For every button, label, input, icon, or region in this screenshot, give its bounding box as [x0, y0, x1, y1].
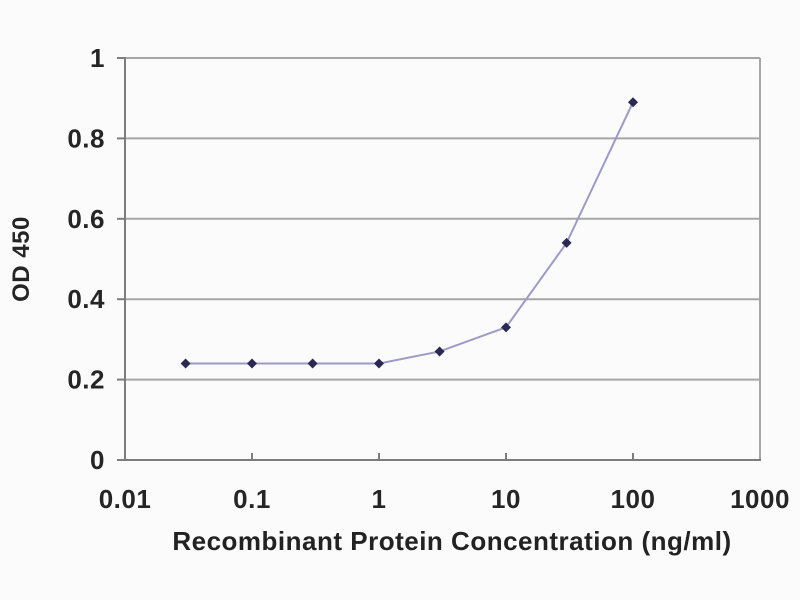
y-tick-label: 1: [90, 43, 105, 73]
data-point-marker: [501, 322, 511, 333]
y-tick-label: 0.4: [67, 284, 105, 314]
x-tick-label: 100: [611, 484, 656, 514]
data-point-marker: [374, 358, 384, 369]
x-tick-label: 10: [491, 484, 521, 514]
x-tick-label: 1: [372, 484, 387, 514]
y-axis-title: OD 450: [8, 216, 35, 302]
y-tick-label: 0: [90, 445, 105, 475]
y-tick-label: 0.8: [67, 123, 105, 153]
x-tick-label: 1000: [730, 484, 790, 514]
x-tick-label: 0.01: [99, 484, 152, 514]
data-point-marker: [307, 358, 318, 369]
x-tick-label: 0.1: [233, 484, 271, 514]
data-point-marker: [247, 358, 257, 369]
y-tick-label: 0.6: [67, 204, 105, 234]
data-point-marker: [434, 346, 445, 357]
data-point-marker: [180, 358, 191, 369]
series-line: [185, 101, 634, 365]
data-point-marker: [628, 97, 638, 108]
x-axis-title: Recombinant Protein Concentration (ng/ml…: [172, 526, 732, 556]
data-point-marker: [561, 237, 572, 248]
y-tick-label: 0.2: [67, 365, 105, 395]
